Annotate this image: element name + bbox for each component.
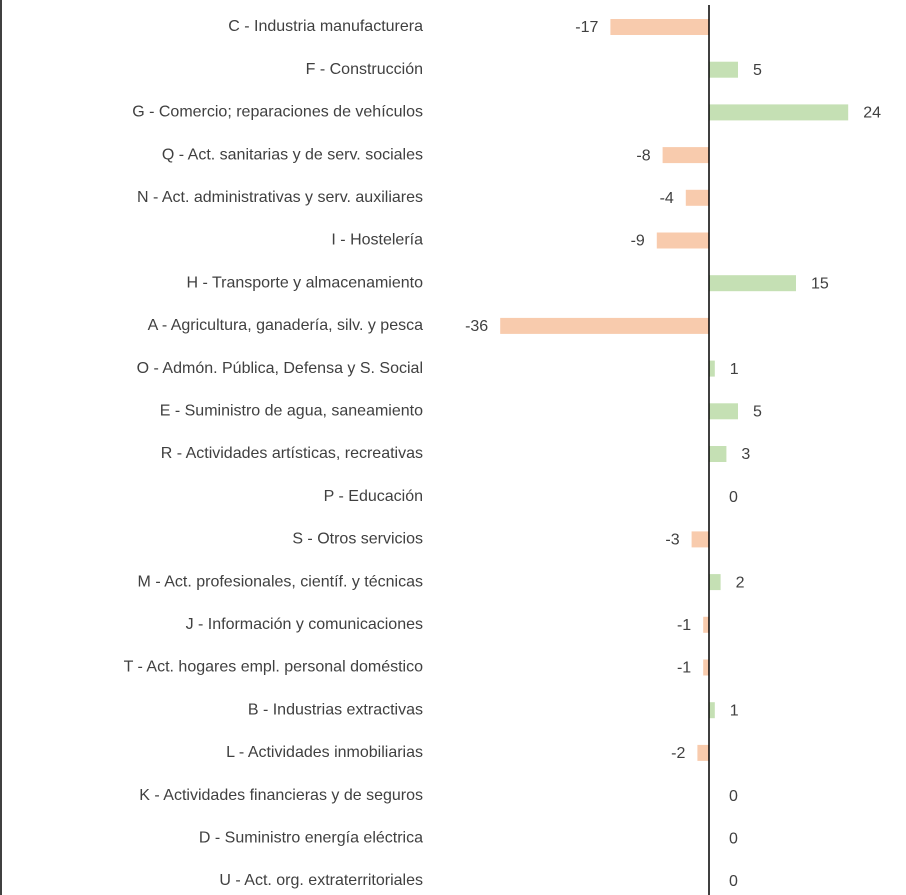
value-label: 0 <box>729 489 738 506</box>
category-label: D - Suministro energía eléctrica <box>199 830 423 847</box>
value-label: -2 <box>671 745 685 762</box>
category-label: T - Act. hogares empl. personal doméstic… <box>124 659 424 676</box>
category-label: F - Construcción <box>306 61 423 78</box>
value-label: 0 <box>729 831 738 848</box>
bar <box>662 147 709 164</box>
category-label: H - Transporte y almacenamiento <box>186 274 423 291</box>
category-label: A - Agricultura, ganadería, silv. y pesc… <box>148 317 424 334</box>
bar <box>709 702 715 719</box>
bar <box>709 446 727 462</box>
bar <box>685 189 709 206</box>
bar <box>656 232 709 249</box>
value-label: -9 <box>631 233 645 250</box>
value-label: -3 <box>665 532 679 549</box>
category-label: G - Comercio; reparaciones de vehículos <box>132 104 423 121</box>
category-label: O - Admón. Pública, Defensa y S. Social <box>137 360 423 377</box>
bar <box>500 317 709 334</box>
bar <box>709 403 738 420</box>
category-label: P - Educación <box>324 488 423 505</box>
category-label: E - Suministro de agua, saneamiento <box>160 403 423 420</box>
category-label: S - Otros servicios <box>292 531 423 548</box>
category-label: C - Industria manufacturera <box>228 18 423 35</box>
value-label: 0 <box>729 788 738 805</box>
category-label: J - Información y comunicaciones <box>186 616 423 633</box>
value-label: 24 <box>863 105 881 122</box>
bar <box>709 275 796 292</box>
bar <box>691 531 709 548</box>
category-label: Q - Act. sanitarias y de serv. sociales <box>162 146 423 163</box>
value-label: -4 <box>660 190 674 207</box>
bar <box>703 659 709 676</box>
value-label: 1 <box>730 702 739 719</box>
bar <box>610 19 709 35</box>
bar <box>697 744 709 761</box>
value-label: 5 <box>753 62 762 79</box>
value-label: 5 <box>753 404 762 421</box>
value-label: -36 <box>465 318 488 335</box>
value-label: -1 <box>677 617 691 634</box>
value-label: 15 <box>811 275 829 292</box>
bar <box>709 360 715 377</box>
bar <box>709 104 849 121</box>
value-label: -8 <box>636 147 650 164</box>
category-label: U - Act. org. extraterritoriales <box>219 872 423 889</box>
category-label: N - Act. administrativas y serv. auxilia… <box>137 189 423 206</box>
category-label: I - Hostelería <box>331 232 423 249</box>
value-label: 2 <box>736 574 745 591</box>
category-label: L - Actividades inmobiliarias <box>226 744 423 761</box>
bar <box>709 574 721 591</box>
category-label: M - Act. profesionales, científ. y técni… <box>138 573 423 590</box>
value-label: -17 <box>575 19 598 36</box>
category-label: K - Actividades financieras y de seguros <box>139 787 423 804</box>
bar <box>703 616 709 633</box>
value-label: -1 <box>677 660 691 677</box>
bar <box>709 61 738 78</box>
value-label: 3 <box>741 446 750 463</box>
category-label: R - Actividades artísticas, recreativas <box>161 445 423 462</box>
category-label: B - Industrias extractivas <box>248 701 423 718</box>
value-label: 1 <box>730 361 739 378</box>
value-label: 0 <box>729 873 738 890</box>
